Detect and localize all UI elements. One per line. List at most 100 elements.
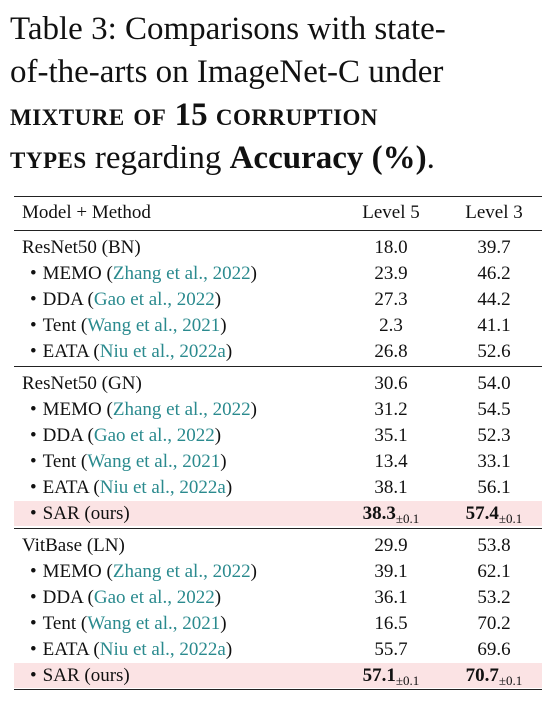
bullet-icon: • [30, 399, 37, 420]
method-name: ResNet50 (GN) [22, 373, 142, 394]
header-method: Model + Method [22, 202, 151, 223]
level3-value: 46.2 [446, 261, 542, 286]
citation-link[interactable]: Gao et al., 2022 [93, 587, 215, 608]
method-row: • MEMO (Zhang et al., 2022) 23.9 46.2 [14, 261, 542, 286]
citation-link[interactable]: Niu et al., 2022a [99, 477, 226, 498]
level5-value-number: 26.8 [374, 341, 408, 362]
level3-value-number: 53.8 [477, 535, 511, 556]
level3-value: 53.2 [446, 585, 542, 610]
method-cell: • Tent (Wang et al., 2021) [30, 315, 227, 336]
method-cell: • MEMO (Zhang et al., 2022) [30, 561, 257, 582]
level3-value-std: ±0.1 [498, 673, 523, 688]
citation-link[interactable]: Niu et al., 2022a [99, 639, 226, 660]
level5-value-number: 27.3 [374, 289, 408, 310]
table-caption: Table 3: Comparisons with state- of-the-… [10, 8, 540, 180]
level5-value-number: 13.4 [374, 451, 408, 472]
level5-value-number: 16.5 [374, 613, 408, 634]
method-row: • EATA (Niu et al., 2022a) 55.7 69.6 [14, 637, 542, 662]
method-cell: • DDA (Gao et al., 2022) [30, 587, 222, 608]
level5-value-number: 39.1 [374, 561, 408, 582]
citation-link[interactable]: Zhang et al., 2022 [112, 263, 251, 284]
level3-value-number: 53.2 [477, 587, 511, 608]
method-cell: • MEMO (Zhang et al., 2022) [30, 399, 257, 420]
caption-period: . [426, 140, 435, 176]
level3-value-number: 57.4 [465, 503, 499, 524]
method-cell: • Tent (Wang et al., 2021) [30, 451, 227, 472]
method-row: • DDA (Gao et al., 2022) 36.1 53.2 [14, 585, 542, 610]
level5-value-number: 29.9 [374, 535, 408, 556]
bullet-icon: • [30, 315, 37, 336]
level3-value: 44.2 [446, 287, 542, 312]
level3-value: 54.0 [446, 371, 542, 396]
level3-value: 69.6 [446, 637, 542, 662]
caption-smallcaps-2: corruption [215, 97, 379, 133]
level3-value: 52.6 [446, 339, 542, 364]
method-name: MEMO [42, 263, 102, 284]
citation-link[interactable]: Niu et al., 2022a [99, 341, 226, 362]
header-level3: Level 3 [465, 202, 523, 223]
caption-line-1: Table 3: Comparisons with state- [10, 11, 446, 47]
caption-metric: Accuracy (%) [229, 140, 427, 176]
caption-regarding: regarding [94, 140, 222, 176]
level5-value: 23.9 [336, 261, 446, 286]
method-cell: • MEMO (Zhang et al., 2022) [30, 263, 257, 284]
level3-value-number: 56.1 [477, 477, 511, 498]
level5-value: 27.3 [336, 287, 446, 312]
level3-value-number: 41.1 [477, 315, 511, 336]
caption-line-4: types regarding Accuracy (%). [10, 137, 540, 180]
level3-value: 39.7 [446, 235, 542, 260]
bullet-icon: • [30, 477, 37, 498]
citation-link[interactable]: Wang et al., 2021 [87, 315, 221, 336]
level5-value: 16.5 [336, 611, 446, 636]
method-name: EATA [42, 341, 89, 362]
bullet-icon: • [30, 639, 37, 660]
level5-value: 55.7 [336, 637, 446, 662]
level3-value-number: 62.1 [477, 561, 511, 582]
level5-value-number: 55.7 [374, 639, 408, 660]
method-cell: • SAR (ours) [30, 501, 130, 526]
level3-value: 52.3 [446, 423, 542, 448]
model-row: ResNet50 (BN) 18.0 39.7 [14, 235, 542, 260]
caption-line-2: of-the-arts on ImageNet-C under [10, 54, 444, 90]
citation-link[interactable]: Zhang et al., 2022 [112, 561, 251, 582]
level5-value-number: 2.3 [379, 315, 403, 336]
level3-value: 53.8 [446, 533, 542, 558]
level5-value: 30.6 [336, 371, 446, 396]
level5-value: 2.3 [336, 313, 446, 338]
citation-link[interactable]: Gao et al., 2022 [93, 425, 215, 446]
level5-value: 18.0 [336, 235, 446, 260]
level5-value-number: 38.3 [362, 503, 396, 524]
method-cell: • DDA (Gao et al., 2022) [30, 425, 222, 446]
citation-link[interactable]: Wang et al., 2021 [87, 451, 221, 472]
level3-value: 33.1 [446, 449, 542, 474]
level5-value-number: 36.1 [374, 587, 408, 608]
method-row: • DDA (Gao et al., 2022) 35.1 52.3 [14, 423, 542, 448]
method-row: • EATA (Niu et al., 2022a) 26.8 52.6 [14, 339, 542, 364]
method-cell: • EATA (Niu et al., 2022a) [30, 639, 233, 660]
level5-value: 36.1 [336, 585, 446, 610]
bottom-rule [14, 689, 542, 690]
citation-link[interactable]: Gao et al., 2022 [93, 289, 215, 310]
level3-value-number: 54.5 [477, 399, 511, 420]
citation-link[interactable]: Zhang et al., 2022 [112, 399, 251, 420]
header-level5: Level 5 [362, 202, 420, 223]
level3-value-number: 33.1 [477, 451, 511, 472]
caption-line-3: mixture of 15 corruption [10, 94, 540, 137]
level5-value-number: 38.1 [374, 477, 408, 498]
method-cell: • SAR (ours) [30, 663, 130, 688]
top-rule [14, 196, 542, 197]
level3-value-number: 69.6 [477, 639, 511, 660]
level5-value: 38.3±0.1 [336, 501, 446, 531]
level3-value-number: 52.3 [477, 425, 511, 446]
level5-value: 35.1 [336, 423, 446, 448]
header-row: Model + Method Level 5 Level 3 [14, 200, 542, 225]
level5-value-std: ±0.1 [395, 673, 420, 688]
method-row: • MEMO (Zhang et al., 2022) 31.2 54.5 [14, 397, 542, 422]
method-name: DDA [42, 289, 83, 310]
bullet-icon: • [30, 613, 37, 634]
method-cell: • DDA (Gao et al., 2022) [30, 289, 222, 310]
citation-link[interactable]: Wang et al., 2021 [87, 613, 221, 634]
level3-value: 57.4±0.1 [446, 501, 542, 531]
bullet-icon: • [30, 263, 37, 284]
method-name: DDA [42, 425, 83, 446]
